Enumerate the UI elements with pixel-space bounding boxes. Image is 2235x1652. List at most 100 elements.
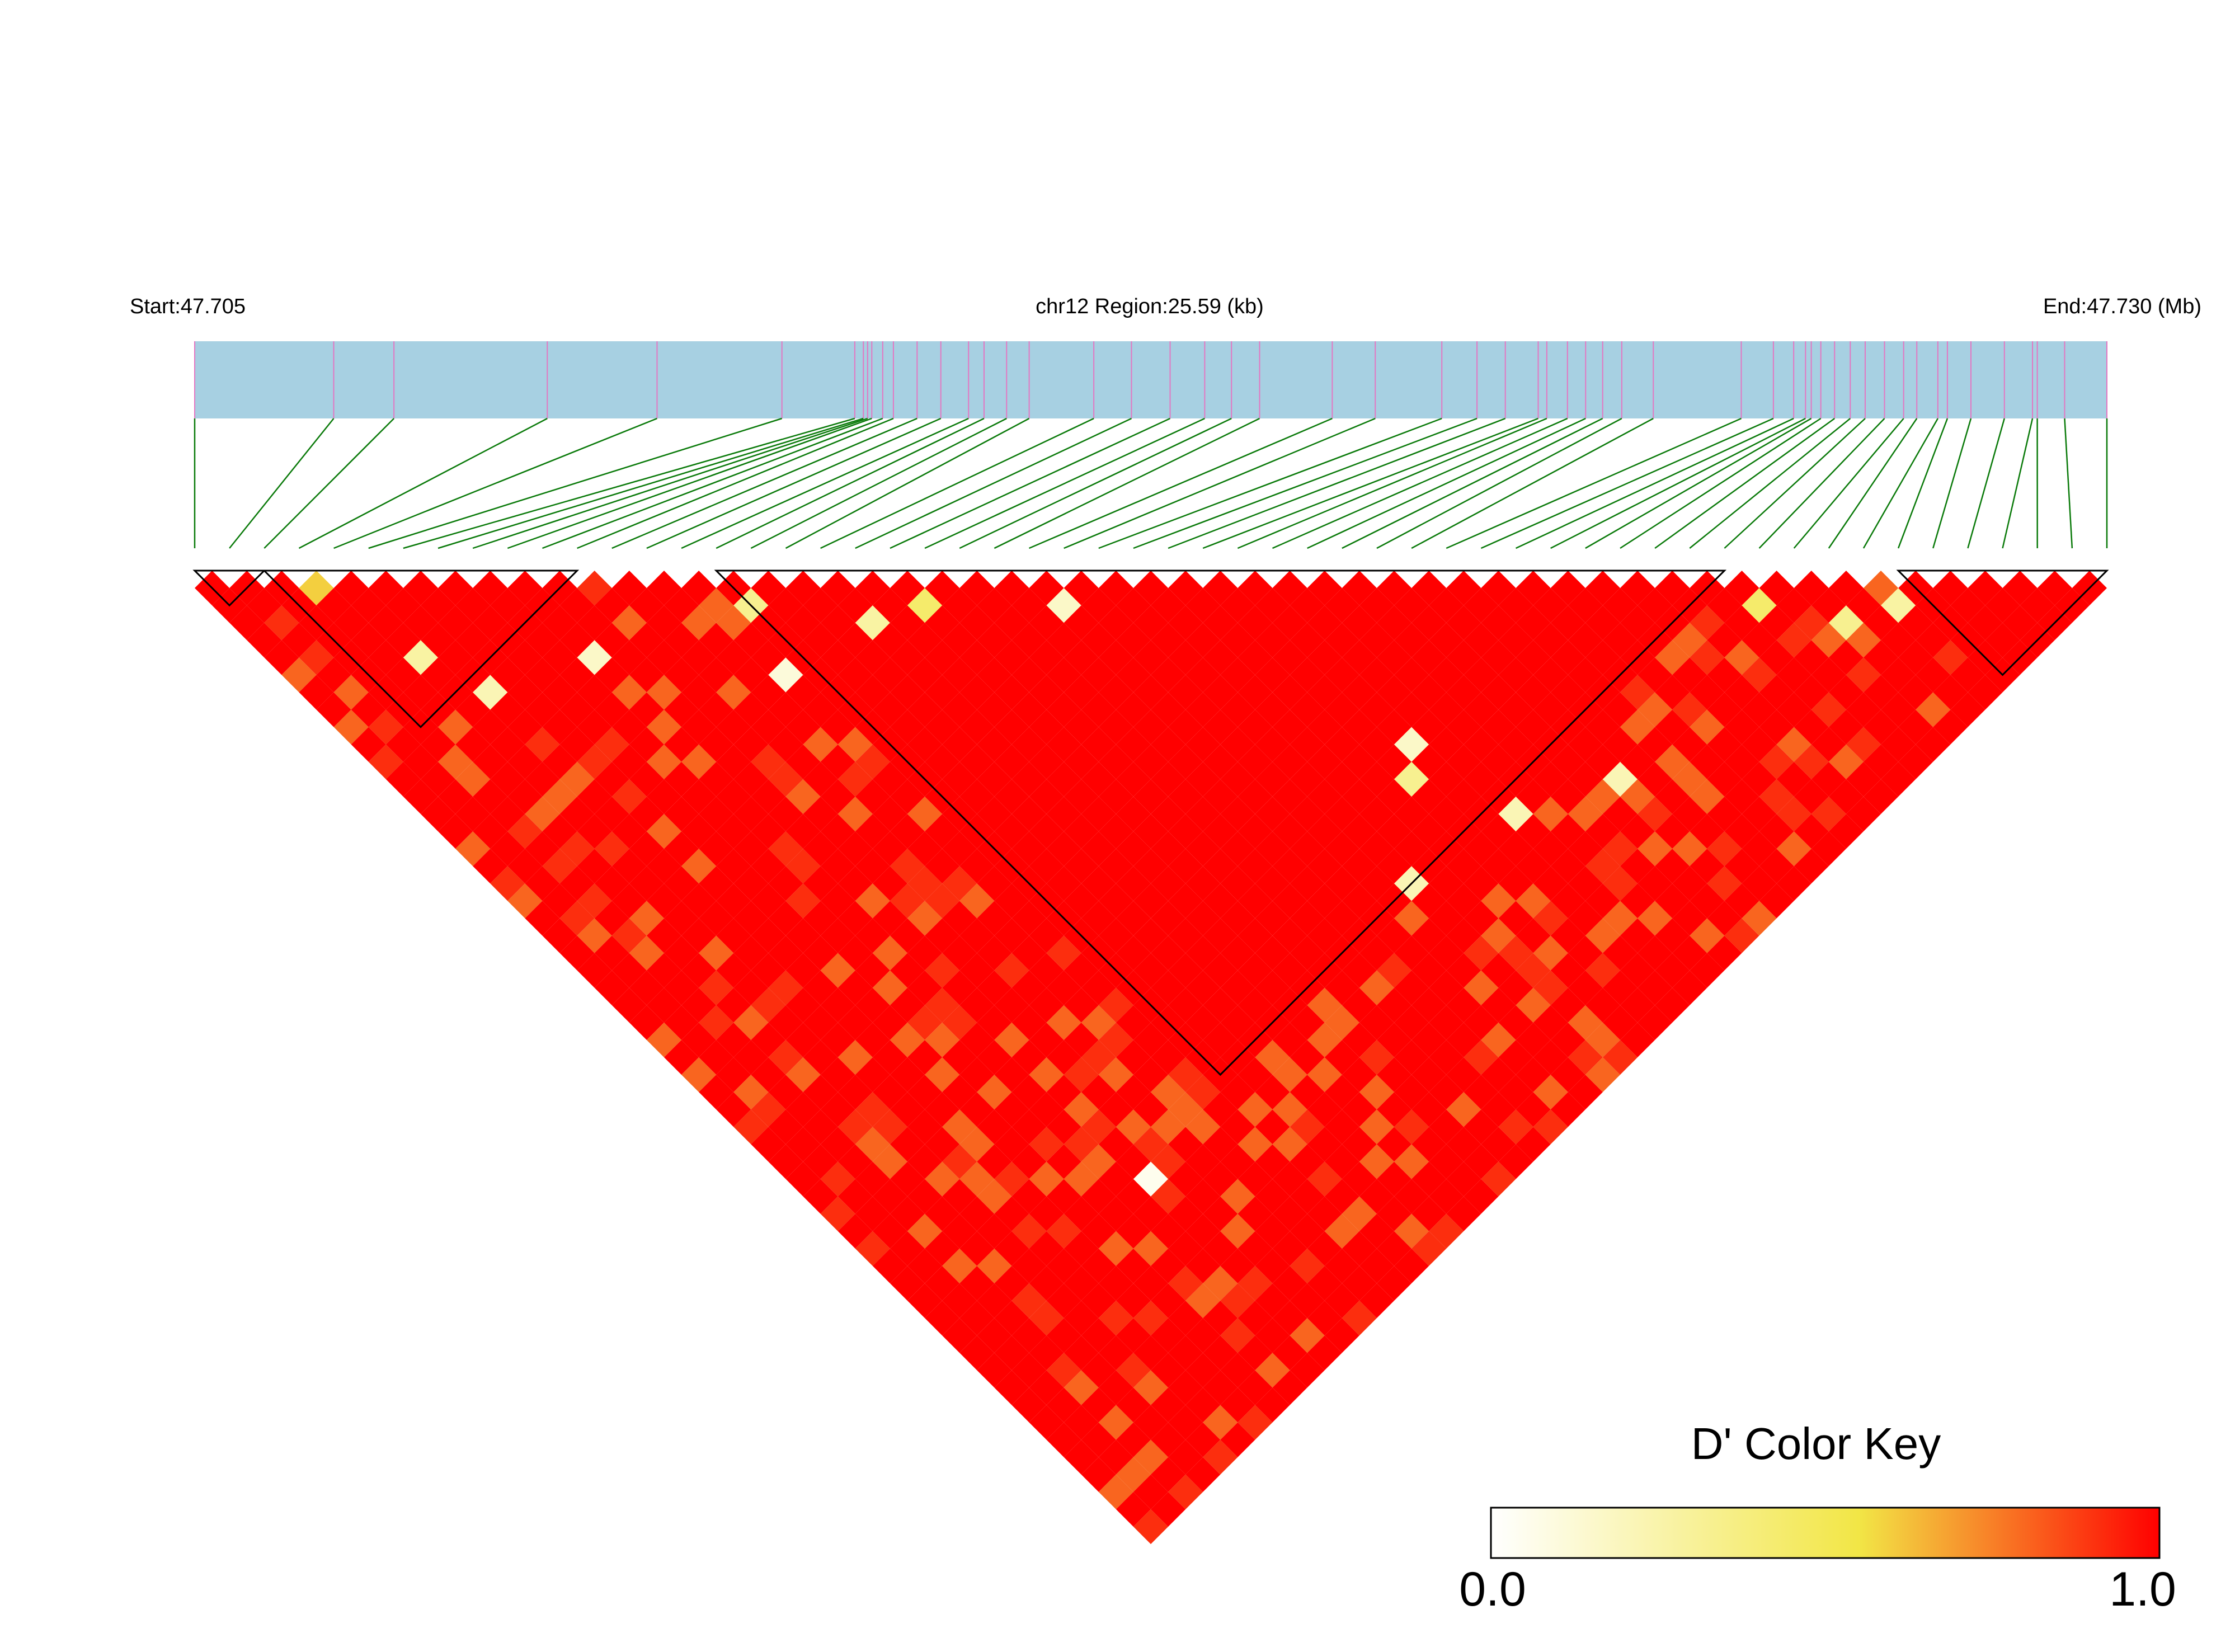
ld-cell [507,709,543,745]
ld-cell [1011,1353,1047,1388]
snp-connector [577,417,894,549]
snp-connector [1620,417,1822,549]
snp-connector [1411,417,1654,549]
ld-cell [837,970,873,1005]
ld-cell [1724,918,1759,953]
ld-cell [925,675,960,710]
ld-cell [316,692,351,727]
ld-cell [1081,1109,1116,1145]
ld-cell [611,987,647,1023]
ld-cell [507,779,543,815]
snp-connector [298,417,548,549]
snp-connector [611,417,917,549]
color-key: D' Color Key 0.0 1.0 [1459,1419,2176,1616]
ld-cell [1359,657,1395,693]
ld-cell [925,883,960,919]
ld-cell [681,640,717,675]
ld-cell [1203,1370,1238,1405]
ld-cell [507,675,543,710]
snp-connector [403,417,855,549]
ld-cell [1203,953,1238,988]
ld-cell [351,692,386,727]
ld-cell [542,640,577,675]
ld-cell [1516,883,1551,919]
ld-cell [1516,779,1551,815]
ld-cell [1516,918,1551,953]
ld-cell [1690,640,1725,675]
region-start-label: Start:47.705 [130,295,246,318]
ld-cell [611,849,647,884]
ld-cell [925,1127,960,1162]
ld-cell [1359,588,1395,623]
ld-cell [420,761,456,797]
ld-cell [681,814,717,849]
snp-connector [264,418,395,549]
snp-connector [1689,418,1851,549]
snp-connector [1932,418,1972,549]
ld-cell [1359,727,1395,762]
ld-cell [837,796,873,832]
ld-cell [1081,796,1116,832]
ld-cell [1011,623,1047,658]
ld-cell [1203,571,1238,606]
ld-cell [1081,657,1116,693]
ld-cell [925,1301,960,1336]
snp-connector [2002,418,2034,549]
ld-cell [681,1022,717,1058]
snp-connector-lines [194,417,2108,549]
ld-cell [1359,1144,1395,1179]
ld-cell [611,779,647,815]
ld-cell [837,623,873,658]
ld-cell [1516,1092,1551,1127]
ld-cell [542,849,577,884]
ld-cell [681,918,717,953]
ld-cell [837,588,873,623]
ld-cell [1011,1039,1047,1075]
snp-connector [1758,418,1885,549]
ld-cell [1516,1022,1551,1058]
color-key-bar [1490,1507,2161,1559]
ld-cell [1968,675,2003,710]
ld-cell [473,779,508,815]
ld-cell [473,605,508,641]
ld-cell [925,1022,960,1058]
ld-cell [1011,1318,1047,1353]
snp-connector [1064,417,1376,549]
ld-cell [1359,1075,1395,1110]
ld-cell [925,1057,960,1093]
ld-cell [681,987,717,1023]
ld-cell [1516,675,1551,710]
ld-cell [611,918,647,953]
ld-cell [1203,744,1238,779]
ld-cell [925,1265,960,1301]
ld-cell [385,588,421,623]
ld-cell [1203,675,1238,710]
ld-cell [1011,796,1047,832]
ld-cell [542,918,577,953]
ld-cell [681,953,717,988]
ld-cell [681,571,717,606]
ld-cell [681,744,717,779]
ld-cell [1203,1092,1238,1127]
ld-cell [1359,623,1395,658]
ld-cell [768,935,803,971]
ld-cell [1081,1179,1116,1214]
ld-cell [837,1213,873,1249]
ld-cell [1359,1039,1395,1075]
color-key-title: D' Color Key [1691,1419,1941,1469]
ld-cell [1011,1213,1047,1249]
ld-cell [1498,1144,1533,1179]
ld-cell [1690,953,1725,988]
ld-cell [1011,970,1047,1005]
snp-connector [785,417,1030,549]
snp-connector [1897,418,1949,549]
ld-cell [768,692,803,727]
ld-cell [1081,831,1116,867]
ld-block-outline [1896,570,2109,676]
ld-cell [1081,1039,1116,1075]
ld-cell [247,623,282,658]
ld-cell [1516,640,1551,675]
ld-cell [1690,675,1725,710]
ld-cell [1516,709,1551,745]
ld-cell [1203,1335,1238,1371]
